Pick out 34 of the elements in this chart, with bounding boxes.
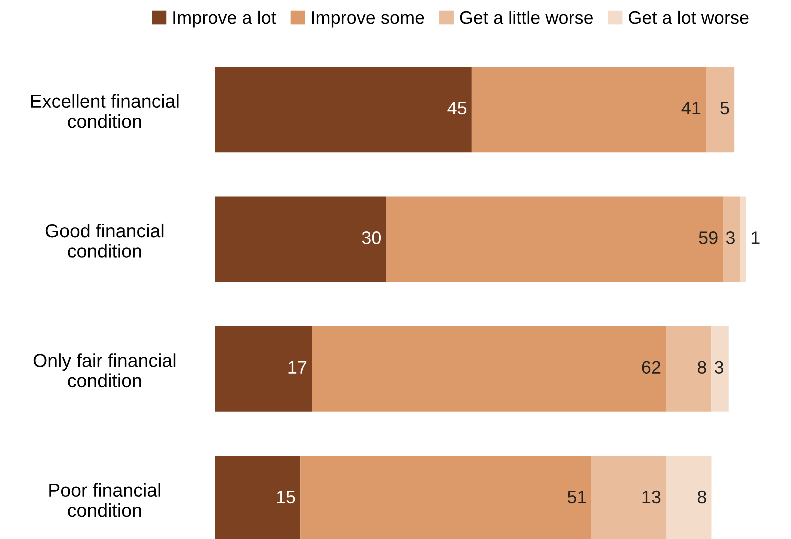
bar <box>215 196 386 282</box>
bar <box>706 67 735 153</box>
data-label: 5 <box>720 102 730 115</box>
bar <box>472 67 706 153</box>
bar <box>740 196 746 282</box>
bar <box>215 67 472 153</box>
data-label: 1 <box>752 232 760 244</box>
data-label: 8 <box>698 361 706 374</box>
bar <box>666 326 712 412</box>
y-tick-label: Excellent financial condition <box>31 94 179 128</box>
legend-label: Improve a lot <box>174 10 276 28</box>
bar <box>386 196 724 282</box>
data-label: 8 <box>698 490 706 504</box>
legend-label: Improve some <box>312 12 424 28</box>
data-label: 51 <box>568 491 586 504</box>
data-label: 41 <box>682 102 701 114</box>
data-label: 3 <box>714 361 724 374</box>
y-tick-label: Good financial condition <box>46 224 164 258</box>
data-label: 17 <box>288 361 307 374</box>
bar <box>723 196 740 282</box>
data-label: 3 <box>726 232 735 244</box>
bar <box>215 326 312 412</box>
bar <box>312 326 666 412</box>
data-label: 62 <box>642 361 661 374</box>
data-label: 15 <box>277 491 296 504</box>
data-label: 45 <box>448 102 467 115</box>
y-tick-label: Only fair financial condition <box>34 354 176 388</box>
y-tick-label: Poor financial condition <box>50 483 160 518</box>
data-label: 59 <box>699 232 718 244</box>
bar <box>712 326 729 412</box>
data-label: 13 <box>642 490 661 504</box>
data-label: 30 <box>362 232 382 244</box>
legend-label: Get a little worse <box>460 10 594 24</box>
legend-label: Get a lot worse <box>629 10 749 24</box>
